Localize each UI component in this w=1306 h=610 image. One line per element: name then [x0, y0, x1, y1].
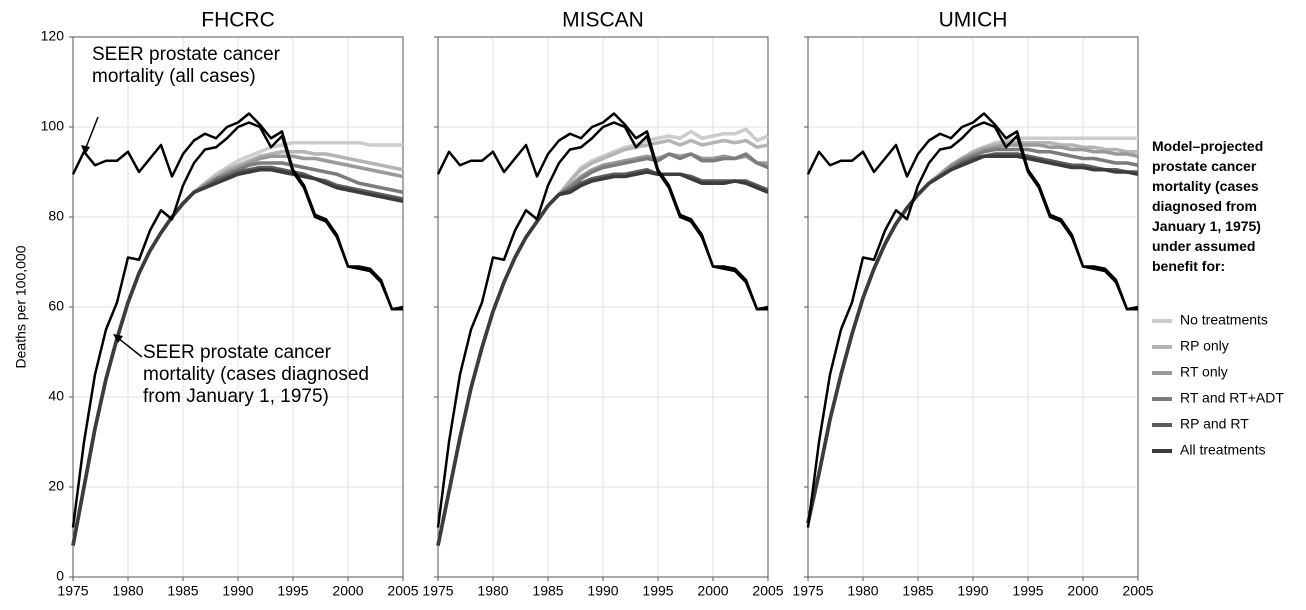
x-tick-label: 1995 — [277, 583, 308, 599]
x-tick-label: 1980 — [477, 583, 508, 599]
series-line — [436, 170, 769, 546]
y-tick-label: 40 — [48, 388, 64, 404]
annotation-arrow — [117, 337, 143, 358]
legend-label: RT and RT+ADT — [1180, 390, 1284, 406]
x-tick-label: 1995 — [642, 583, 673, 599]
panel-title: FHCRC — [201, 9, 275, 32]
x-tick-label: 2005 — [1122, 583, 1153, 599]
x-tick-label: 1980 — [112, 583, 143, 599]
annotation-box: SEER prostate cancer mortality (all case… — [92, 44, 280, 87]
y-tick-label: 120 — [41, 28, 65, 44]
legend-label: RP and RT — [1180, 416, 1249, 432]
series-line — [806, 154, 1139, 524]
legend-label: All treatments — [1180, 442, 1266, 458]
x-tick-label: 1990 — [587, 583, 618, 599]
x-tick-label: 1985 — [532, 583, 563, 599]
y-tick-label: 100 — [41, 118, 65, 134]
legend-title-box: Model–projected prostate cancer mortalit… — [1152, 138, 1264, 274]
y-tick-label: 80 — [48, 208, 64, 224]
x-tick-label: 1975 — [422, 583, 453, 599]
x-tick-label: 2000 — [697, 583, 728, 599]
x-tick-label: 2000 — [332, 583, 363, 599]
y-axis-label: Deaths per 100,000 — [13, 245, 29, 368]
legend-title: Model–projected prostate cancer mortalit… — [1152, 138, 1264, 274]
annotation: SEER prostate cancer mortality (cases di… — [143, 342, 369, 407]
x-tick-label: 2000 — [1067, 583, 1098, 599]
annotation-box: SEER prostate cancer mortality (cases di… — [143, 342, 369, 407]
series-line — [71, 121, 403, 528]
y-tick-label: 0 — [56, 568, 64, 584]
panel-title: MISCAN — [562, 9, 644, 32]
annotation: SEER prostate cancer mortality (all case… — [92, 44, 280, 87]
series-line — [436, 121, 768, 528]
legend-label: RP only — [1180, 338, 1229, 354]
x-tick-label: 1990 — [222, 583, 253, 599]
legend-label: No treatments — [1180, 312, 1268, 328]
x-tick-label: 1990 — [957, 583, 988, 599]
arrow-head — [81, 145, 90, 155]
x-tick-label: 2005 — [387, 583, 418, 599]
panel-title: UMICH — [939, 9, 1008, 32]
x-tick-label: 1985 — [902, 583, 933, 599]
x-tick-label: 1975 — [792, 583, 823, 599]
x-tick-label: 2005 — [752, 583, 783, 599]
arrow-head — [113, 334, 123, 343]
y-tick-label: 60 — [48, 298, 64, 314]
annotation-arrow — [84, 116, 99, 151]
series-line — [71, 168, 404, 546]
x-tick-label: 1995 — [1012, 583, 1043, 599]
x-tick-label: 1985 — [167, 583, 198, 599]
x-tick-label: 1980 — [847, 583, 878, 599]
legend-label: RT only — [1180, 364, 1228, 380]
y-tick-label: 20 — [48, 478, 64, 494]
x-tick-label: 1975 — [57, 583, 88, 599]
series-line — [806, 121, 1138, 528]
